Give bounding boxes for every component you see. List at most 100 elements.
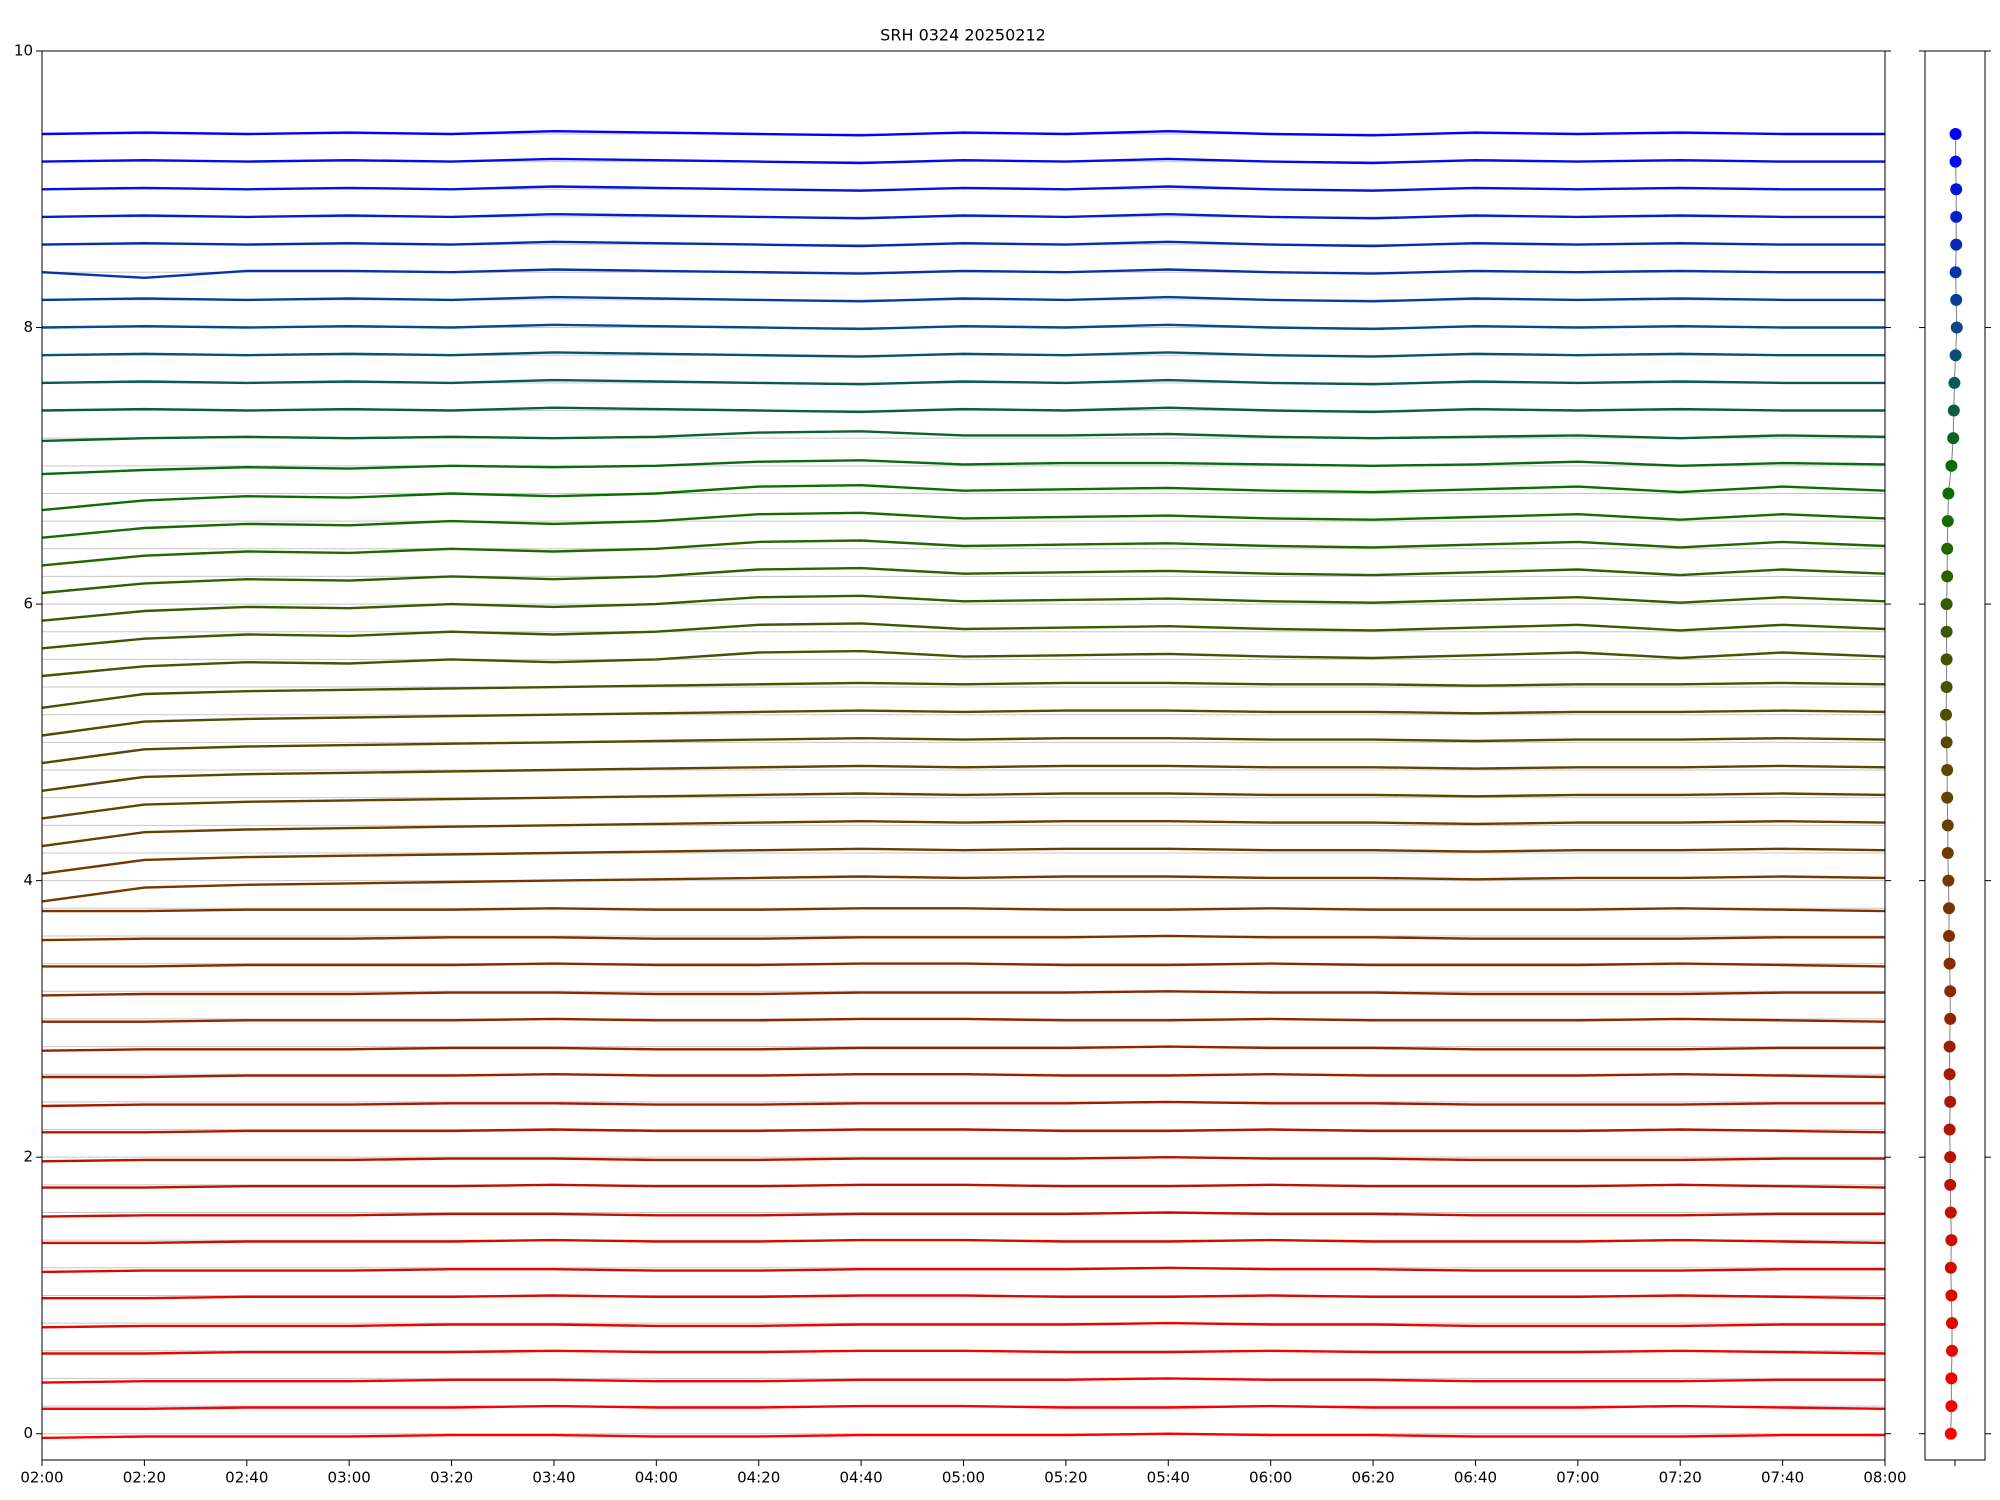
point: [1945, 459, 1958, 472]
series-line: [41, 1432, 1885, 1440]
series-line: [42, 962, 1886, 968]
point: [1942, 874, 1955, 887]
series-line: [41, 847, 1886, 875]
series-line: [41, 323, 1885, 331]
series-line: [41, 185, 1885, 192]
series-line: [41, 736, 1886, 765]
point: [1944, 985, 1957, 998]
point: [1949, 349, 1962, 362]
series-line: [41, 129, 1885, 137]
series-line: [41, 295, 1885, 303]
point: [1945, 1289, 1958, 1302]
point: [1944, 1427, 1957, 1440]
x-tick-label: 06:40: [1454, 1469, 1497, 1487]
point: [1950, 321, 1963, 334]
series-line: [41, 649, 1886, 678]
point: [1941, 570, 1954, 583]
series-line: [41, 511, 1886, 539]
point: [1948, 376, 1961, 389]
point: [1940, 736, 1953, 749]
point: [1947, 404, 1960, 417]
series-line: [42, 1017, 1886, 1023]
series-line: [42, 1294, 1886, 1300]
point: [1949, 127, 1962, 140]
series-line: [41, 268, 1885, 280]
point: [1943, 929, 1955, 942]
point: [1949, 155, 1962, 168]
point: [1940, 598, 1953, 611]
point: [1950, 210, 1963, 223]
y-tick-label: 8: [23, 318, 33, 336]
point: [1940, 708, 1952, 721]
point: [1941, 515, 1954, 528]
series-line: [42, 1183, 1886, 1189]
x-tick-label: 05:00: [942, 1469, 985, 1487]
point: [1940, 625, 1953, 638]
series-line: [42, 1404, 1886, 1410]
series-line: [42, 907, 1886, 913]
x-tick-label: 07:40: [1761, 1469, 1804, 1487]
point: [1943, 1040, 1956, 1053]
series-line: [41, 594, 1886, 622]
plot-frame: [1924, 50, 1986, 1461]
point: [1941, 819, 1954, 832]
series-line: [41, 1155, 1885, 1163]
point: [1940, 653, 1953, 666]
y-tick-label: 10: [14, 42, 33, 60]
point: [1945, 1400, 1958, 1413]
point: [1945, 1234, 1958, 1247]
x-tick-label: 04:40: [839, 1469, 882, 1487]
series-line: [42, 1128, 1886, 1134]
y-tick-label: 6: [23, 595, 33, 613]
x-tick-label: 04:20: [737, 1469, 780, 1487]
series-line: [41, 990, 1885, 997]
x-tick-label: 02:40: [225, 1469, 268, 1487]
series-line: [41, 1266, 1885, 1274]
y-tick-label: 4: [23, 871, 33, 889]
series-line: [41, 875, 1886, 903]
series-line: [41, 819, 1886, 848]
point: [1950, 293, 1963, 306]
series-line: [41, 406, 1885, 414]
point: [1950, 183, 1963, 196]
series-line: [41, 240, 1885, 248]
series-line: [41, 1377, 1885, 1384]
series-line: [41, 622, 1886, 650]
point: [1943, 1123, 1956, 1136]
series-line: [41, 709, 1886, 737]
y-tick-label: 2: [23, 1148, 33, 1166]
series-line: [41, 459, 1886, 476]
x-tick-label: 03:40: [532, 1469, 575, 1487]
x-tick-label: 07:00: [1556, 1469, 1599, 1487]
series-line: [41, 566, 1886, 595]
point: [1941, 846, 1954, 859]
point: [1941, 542, 1954, 555]
point: [1946, 1317, 1958, 1330]
series-line: [41, 1211, 1885, 1218]
series-line: [41, 1100, 1885, 1108]
series-line: [42, 1349, 1886, 1355]
series-line: [41, 1045, 1885, 1052]
point: [1944, 1012, 1957, 1025]
series-line: [41, 539, 1886, 567]
point: [1945, 1372, 1958, 1385]
chart-title: SRH 0324 20250212: [880, 26, 1046, 45]
point: [1942, 487, 1955, 500]
point: [1949, 266, 1962, 279]
x-tick-label: 06:00: [1249, 1469, 1292, 1487]
point: [1950, 238, 1963, 251]
point: [1940, 681, 1953, 694]
x-tick-label: 06:20: [1351, 1469, 1394, 1487]
point: [1943, 1068, 1956, 1081]
x-tick-label: 04:00: [635, 1469, 678, 1487]
series-line: [42, 1238, 1886, 1245]
series-line: [42, 1072, 1886, 1079]
x-tick-label: 02:20: [123, 1469, 166, 1487]
x-tick-label: 05:40: [1147, 1469, 1190, 1487]
point: [1944, 1151, 1957, 1164]
point: [1943, 957, 1956, 970]
series-line: [41, 430, 1886, 443]
point: [1941, 764, 1954, 777]
series-line: [41, 681, 1886, 709]
